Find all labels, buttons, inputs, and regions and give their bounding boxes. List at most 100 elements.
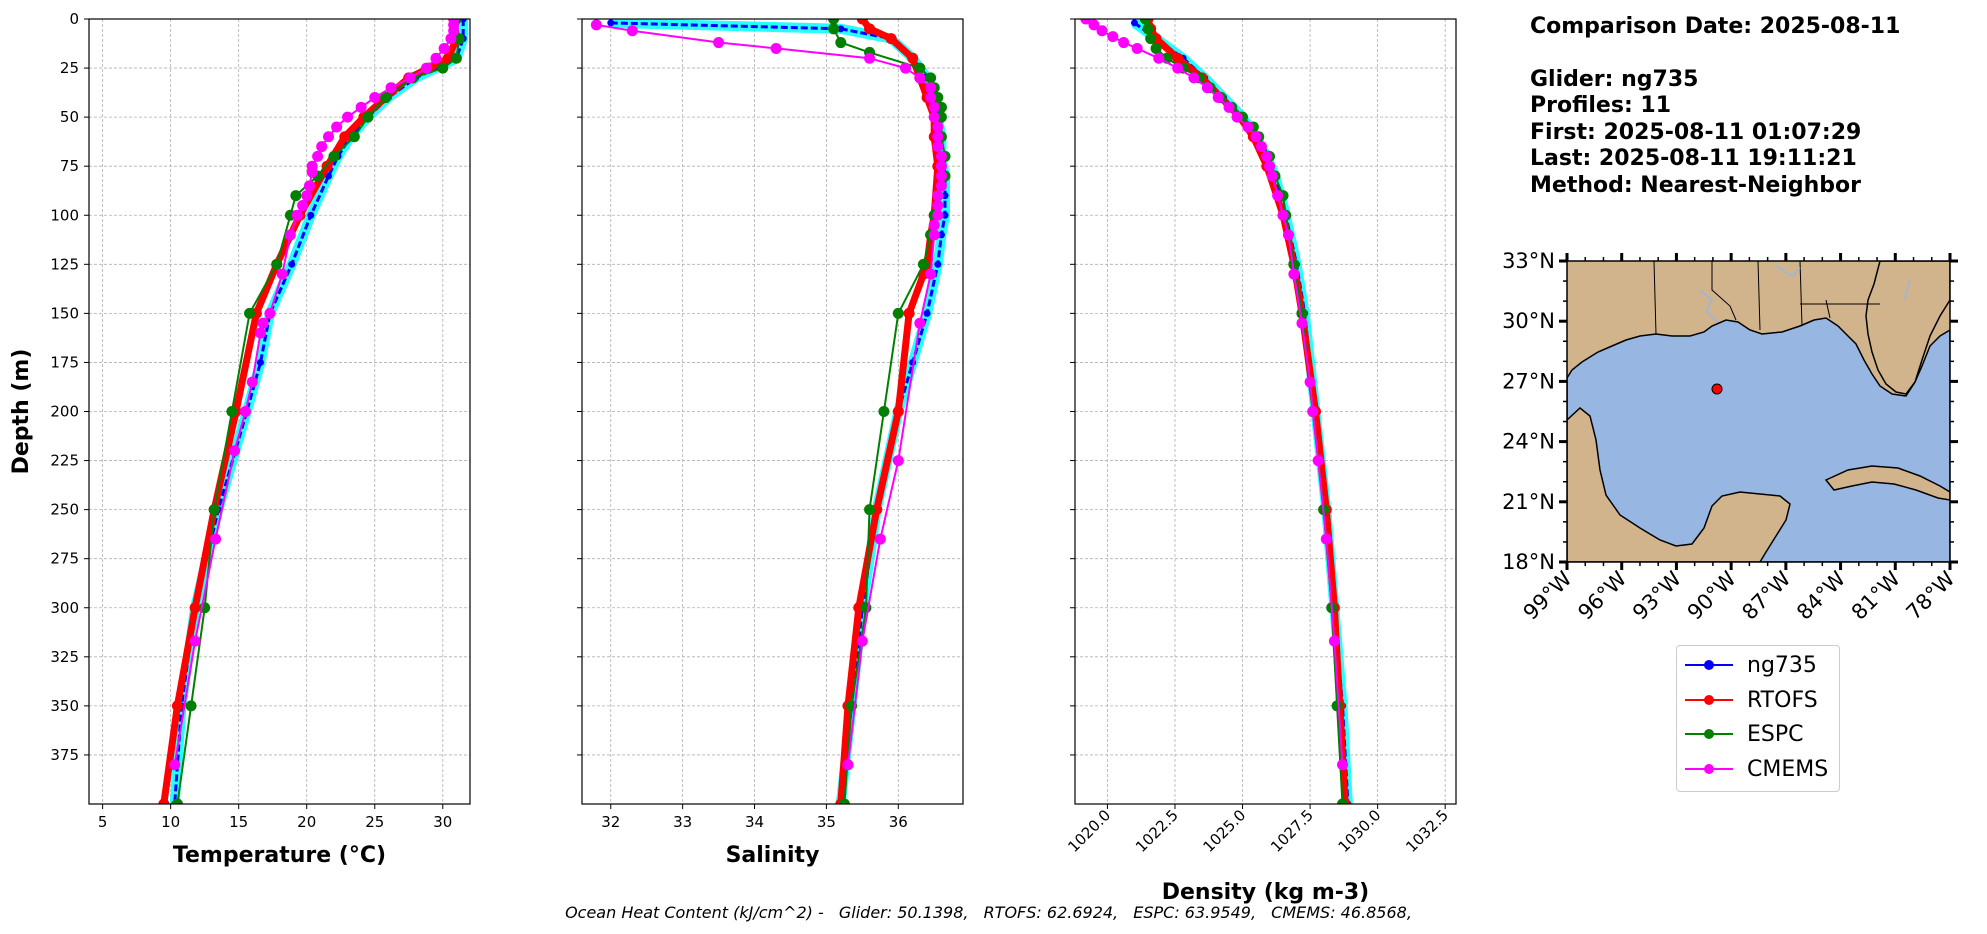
series-line xyxy=(596,23,943,765)
data-point xyxy=(1142,23,1154,35)
data-point xyxy=(171,700,183,712)
x-tick-label: 10 xyxy=(161,813,180,831)
x-tick-label: 1025.0 xyxy=(1200,806,1250,856)
data-point xyxy=(385,82,397,94)
data-point xyxy=(271,258,283,270)
data-point xyxy=(339,131,351,143)
y-tick-label: 150 xyxy=(50,304,79,322)
data-point xyxy=(1266,170,1278,182)
map-lat-label: 18°N xyxy=(1502,550,1555,574)
comparison-date: Comparison Date: 2025-08-11 xyxy=(1530,14,1901,39)
ohc-espc: ESPC: 63.9549, xyxy=(1133,903,1257,922)
profile-count: Profiles: 11 xyxy=(1530,93,1672,118)
info-block: Comparison Date: 2025-08-11 Glider: ng73… xyxy=(1530,14,1900,199)
data-point xyxy=(1250,131,1262,143)
first-time: First: 2025-08-11 01:07:29 xyxy=(1530,119,1862,145)
data-point xyxy=(1304,376,1316,388)
data-point xyxy=(934,260,942,268)
y-tick-label: 200 xyxy=(50,403,79,421)
x-tick-label: 33 xyxy=(673,813,692,831)
map-lat-label: 27°N xyxy=(1502,369,1555,393)
legend-item-rtofs: RTOFS xyxy=(1685,685,1818,715)
map-lon-label: 93°W xyxy=(1628,566,1686,624)
map-lat-label: 24°N xyxy=(1502,430,1555,454)
legend-item-espc: ESPC xyxy=(1685,719,1804,749)
map-lon-label: 96°W xyxy=(1573,566,1631,624)
legend-label: ng735 xyxy=(1747,652,1817,678)
y-tick-label: 0 xyxy=(69,10,79,28)
data-point xyxy=(430,52,442,64)
map-lon-label: 81°W xyxy=(1847,566,1905,624)
data-point xyxy=(838,798,850,804)
y-tick-label: 325 xyxy=(50,648,79,666)
y-axis-label: Depth (m) xyxy=(9,349,34,475)
data-point xyxy=(1139,19,1151,25)
data-point xyxy=(208,504,220,516)
data-point xyxy=(328,150,340,162)
data-point xyxy=(1337,759,1349,771)
data-point xyxy=(276,268,288,280)
data-point xyxy=(1118,37,1130,49)
data-point xyxy=(1172,62,1184,74)
data-point xyxy=(362,111,374,123)
rivers xyxy=(1699,265,1911,323)
data-point xyxy=(404,72,416,84)
data-point xyxy=(864,23,876,35)
map-lon-label: 84°W xyxy=(1792,566,1850,624)
data-point xyxy=(1231,111,1243,123)
data-point xyxy=(324,172,332,180)
data-point xyxy=(450,52,462,64)
data-point xyxy=(1296,317,1308,329)
data-point xyxy=(369,92,381,103)
x-tick-label: 32 xyxy=(601,813,620,831)
data-point xyxy=(928,219,940,231)
data-point xyxy=(923,309,931,317)
data-point xyxy=(307,211,315,219)
data-point xyxy=(1264,160,1276,172)
data-point xyxy=(380,92,392,103)
data-point xyxy=(770,42,782,54)
data-point xyxy=(713,37,725,49)
data-point xyxy=(928,101,940,113)
y-tick-label: 225 xyxy=(50,452,79,470)
map-lon-label: 87°W xyxy=(1737,566,1795,624)
data-point xyxy=(928,111,940,123)
data-point xyxy=(932,121,944,133)
data-point xyxy=(885,33,897,45)
data-point xyxy=(856,635,868,647)
data-point xyxy=(932,141,944,153)
x-tick-label: 1020.0 xyxy=(1064,806,1114,856)
data-point xyxy=(1312,455,1324,467)
data-point xyxy=(1212,92,1224,103)
cuba xyxy=(1824,465,1950,501)
x-axis-label: Salinity xyxy=(726,843,820,868)
salinity-panel: 32 33 34 35 36 Salinity xyxy=(577,18,964,868)
legend-item-ng735: ng735 xyxy=(1685,650,1817,680)
data-point xyxy=(903,307,915,319)
data-point xyxy=(348,131,360,143)
data-point xyxy=(355,101,367,113)
x-tick-label: 30 xyxy=(433,813,452,831)
data-point xyxy=(1107,31,1119,43)
data-point xyxy=(1150,42,1162,54)
ticks: 5 10 15 20 25 3002550751001251501752002252502… xyxy=(50,10,452,831)
data-point xyxy=(1307,406,1319,417)
data-point xyxy=(899,62,911,74)
data-point xyxy=(254,327,266,339)
x-tick-label: 1030.0 xyxy=(1335,806,1385,856)
y-tick-label: 100 xyxy=(50,206,79,224)
data-point xyxy=(226,406,238,417)
ohc-rtofs: RTOFS: 62.6924, xyxy=(983,903,1119,922)
y-tick-label: 375 xyxy=(50,746,79,764)
data-point xyxy=(928,229,940,241)
map-lat-label: 33°N xyxy=(1502,249,1555,273)
data-point xyxy=(297,199,309,211)
data-point xyxy=(878,406,890,417)
data-point xyxy=(935,180,947,192)
data-point xyxy=(438,42,450,54)
temperature-panel: 5 10 15 20 25 3002550751001251501752002252502… xyxy=(9,10,471,868)
y-tick-label: 125 xyxy=(50,255,79,273)
grid xyxy=(582,18,963,804)
data-point xyxy=(1328,635,1340,647)
